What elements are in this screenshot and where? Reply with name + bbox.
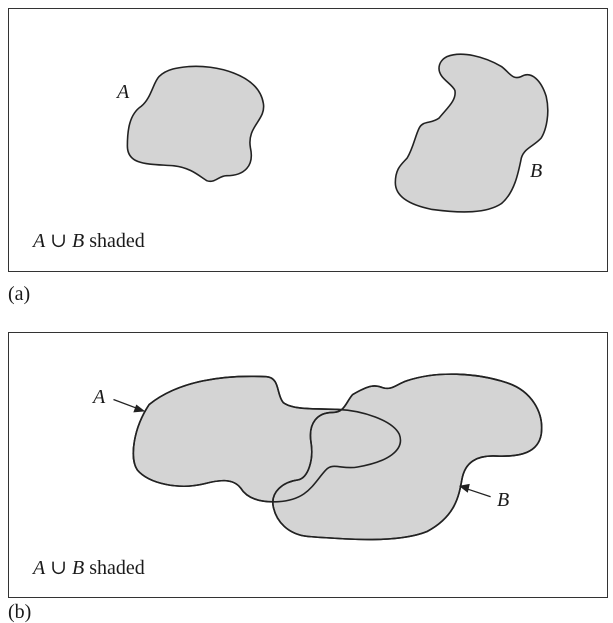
caption-set-b: B [71, 230, 85, 252]
set-b-label: B [530, 160, 543, 182]
union-symbol: ∪ [50, 230, 67, 252]
set-b-label: B [497, 489, 510, 511]
set-b-outline [272, 373, 543, 541]
caption-set-a: A [33, 557, 46, 579]
caption-text: shaded [89, 230, 145, 252]
union-caption-b: A ∪ B shaded [33, 558, 145, 578]
panel-tag-a: (a) [8, 283, 31, 305]
set-b-region [394, 53, 549, 213]
venn-diagram-a [126, 53, 549, 213]
venn-diagram-b [113, 373, 543, 541]
set-a-arrowhead [133, 404, 146, 413]
set-b-arrow [466, 488, 491, 498]
venn-panel-b: A B A ∪ B shaded [8, 332, 608, 598]
set-b-arrowhead [458, 483, 470, 493]
set-a-region [126, 65, 265, 183]
set-a-arrow [113, 398, 138, 410]
set-a-label: A [117, 81, 130, 103]
union-caption-a: A ∪ B shaded [33, 231, 145, 251]
panel-tag-b: (b) [8, 601, 32, 623]
set-a-outline [132, 375, 402, 503]
venn-panel-a: A B A ∪ B shaded [8, 8, 608, 272]
set-a-label: A [93, 386, 106, 408]
caption-text: shaded [89, 557, 145, 579]
union-symbol: ∪ [50, 557, 67, 579]
caption-set-b: B [71, 557, 85, 579]
caption-set-a: A [33, 230, 46, 252]
